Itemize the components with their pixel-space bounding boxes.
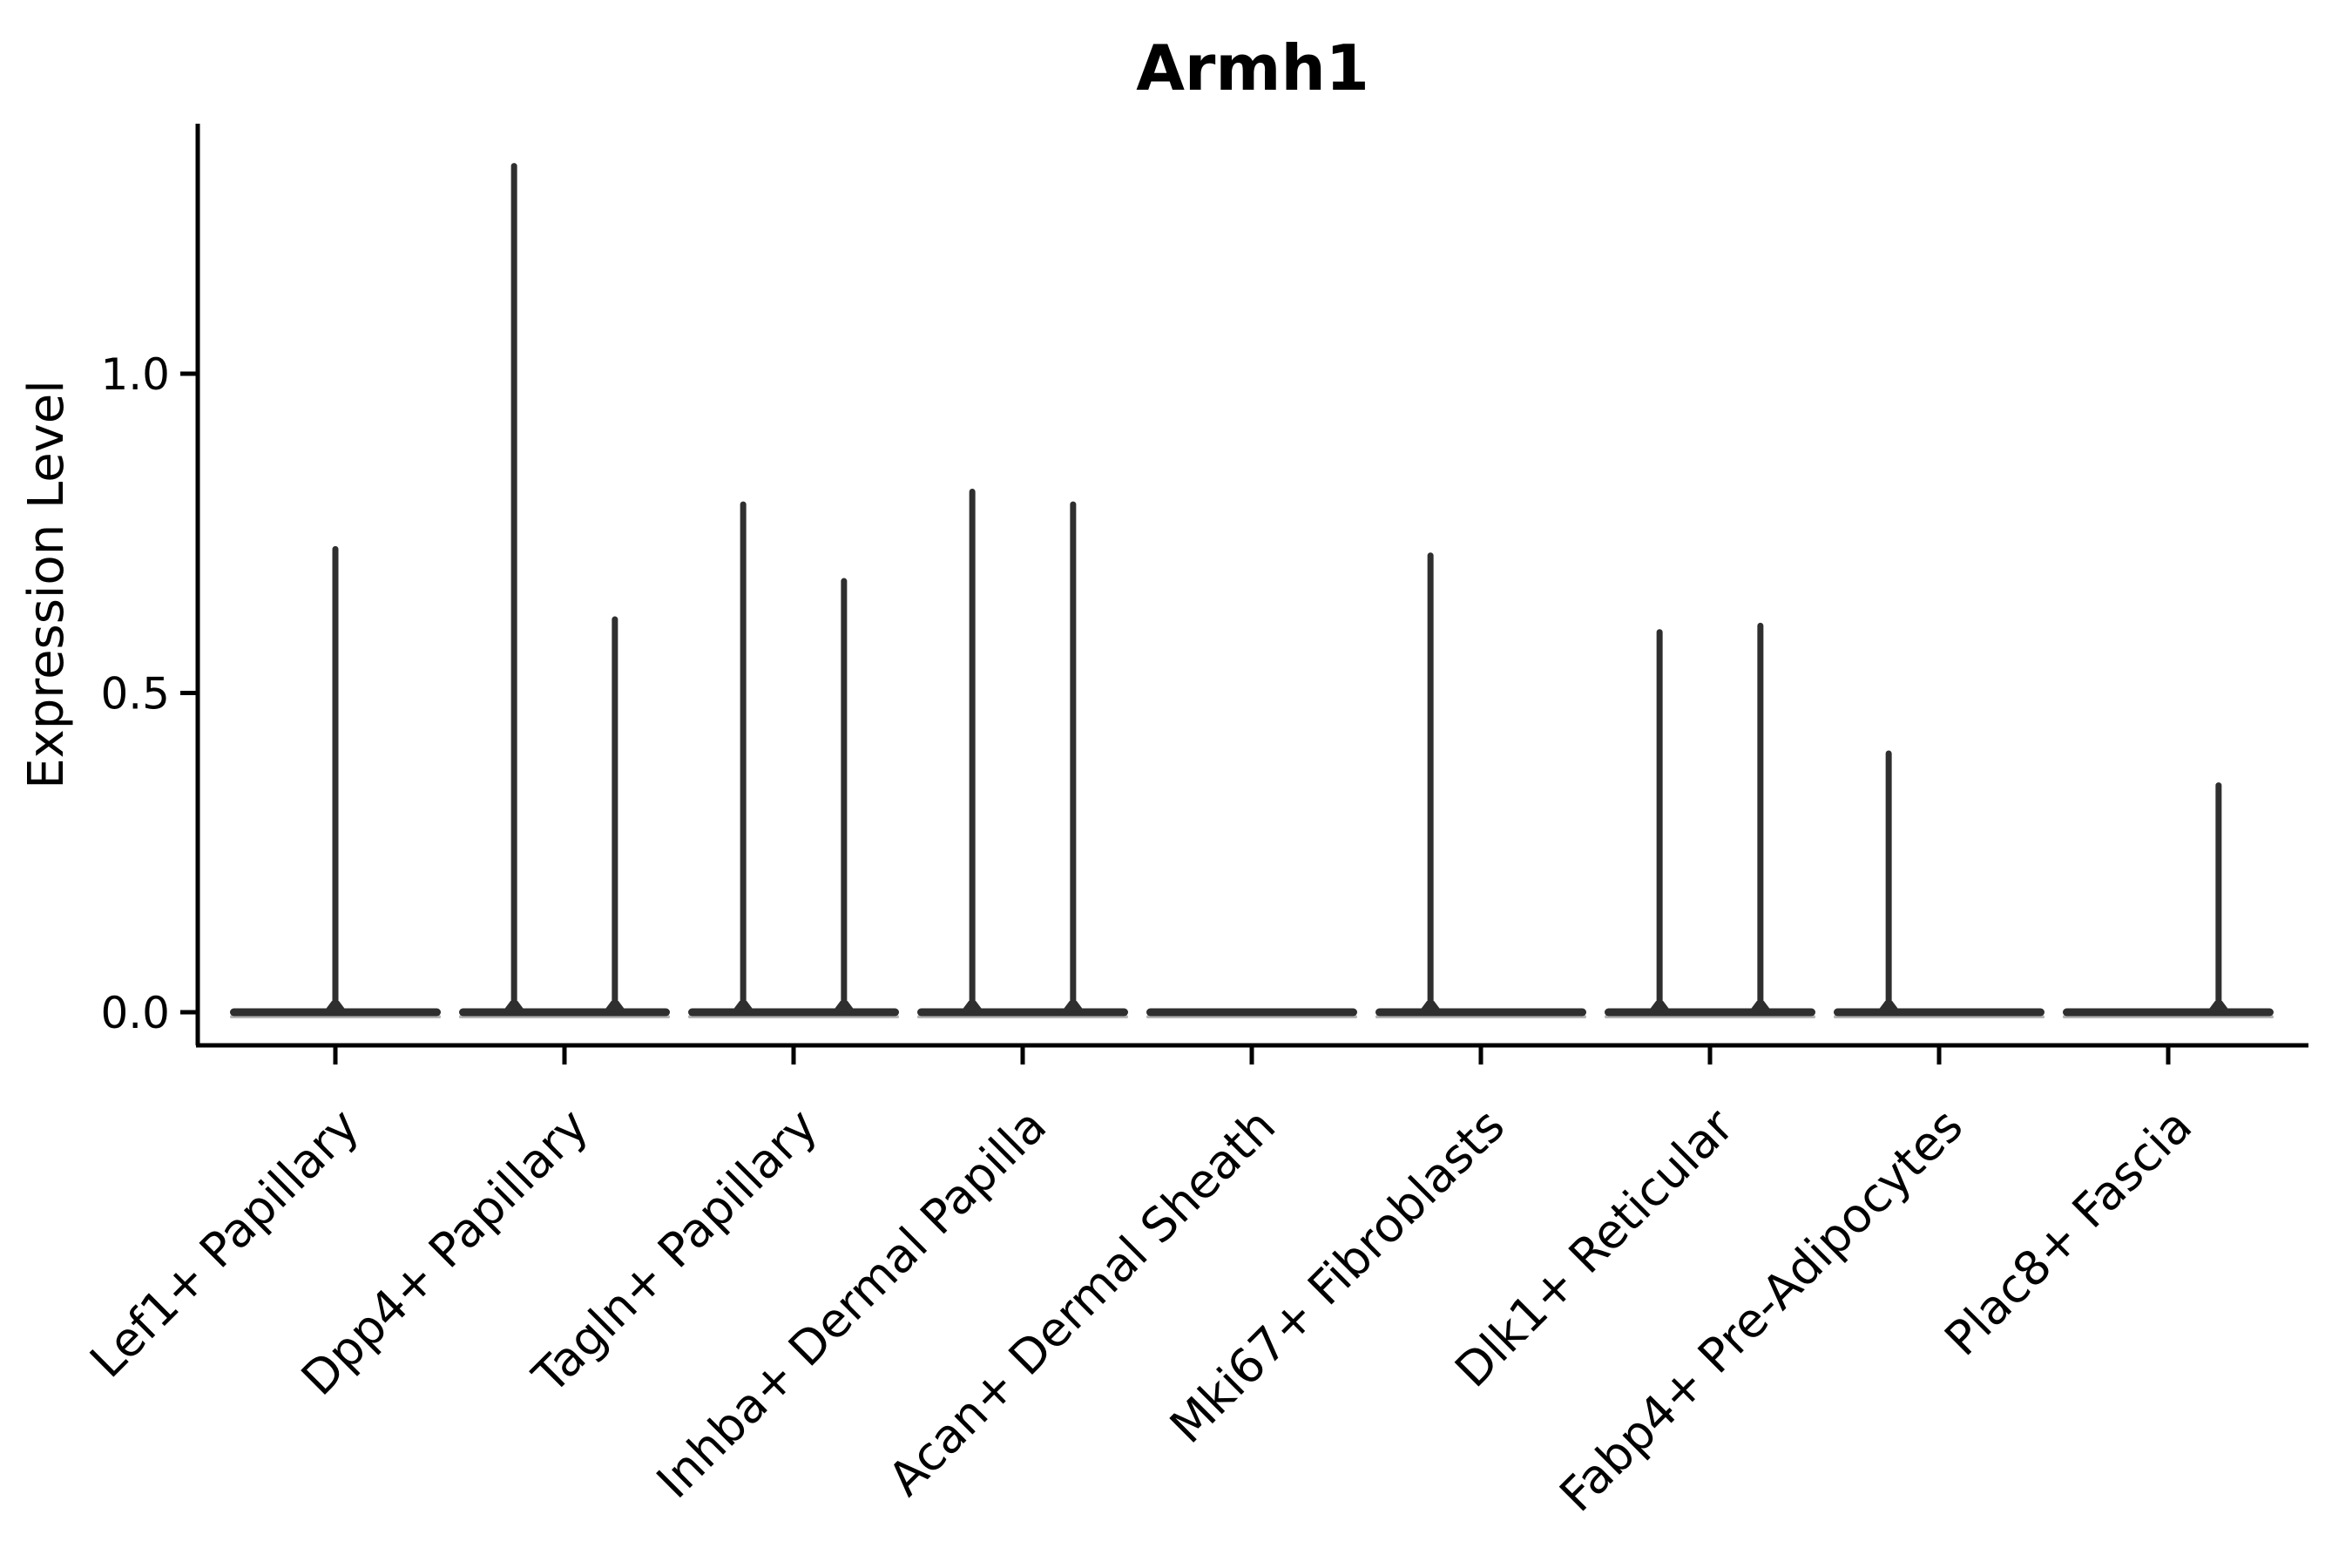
violin-spike (1757, 622, 1764, 1012)
violin-spike (969, 488, 976, 1012)
violin-base (1834, 1008, 2044, 1017)
violin-spike (2215, 782, 2222, 1012)
y-tick-label: 0.5 (100, 669, 170, 720)
violin-base (1375, 1008, 1586, 1017)
violin-spike (510, 163, 517, 1013)
violin-spike (740, 501, 747, 1012)
violin-base (688, 1008, 899, 1017)
x-tick-label: Acan+ Dermal Sheath (878, 1098, 1286, 1506)
y-axis-title: Expression Level (18, 380, 75, 789)
y-tick-label: 1.0 (100, 349, 170, 400)
x-tick-label: Plac8+ Fascia (1934, 1098, 2202, 1367)
violin-base (917, 1008, 1128, 1017)
violin-spike (841, 578, 848, 1012)
violin-spike (1656, 629, 1663, 1012)
x-tick-label: Inhba+ Dermal Papilla (646, 1098, 1057, 1509)
violin-base (1605, 1008, 1815, 1017)
chart-title: Armh1 (1136, 31, 1369, 105)
violin-spike (1070, 501, 1077, 1012)
y-tick-label: 0.0 (100, 988, 170, 1038)
violin-base (459, 1008, 670, 1017)
violin-spike (1427, 552, 1434, 1012)
violin-spike (612, 616, 618, 1012)
violin-base (1146, 1008, 1357, 1017)
violin-spike (332, 545, 339, 1012)
violin-base (2063, 1008, 2274, 1017)
violin-spike (1885, 750, 1892, 1012)
x-tick-label: Fabp4+ Pre-Adipocytes (1549, 1098, 1973, 1523)
